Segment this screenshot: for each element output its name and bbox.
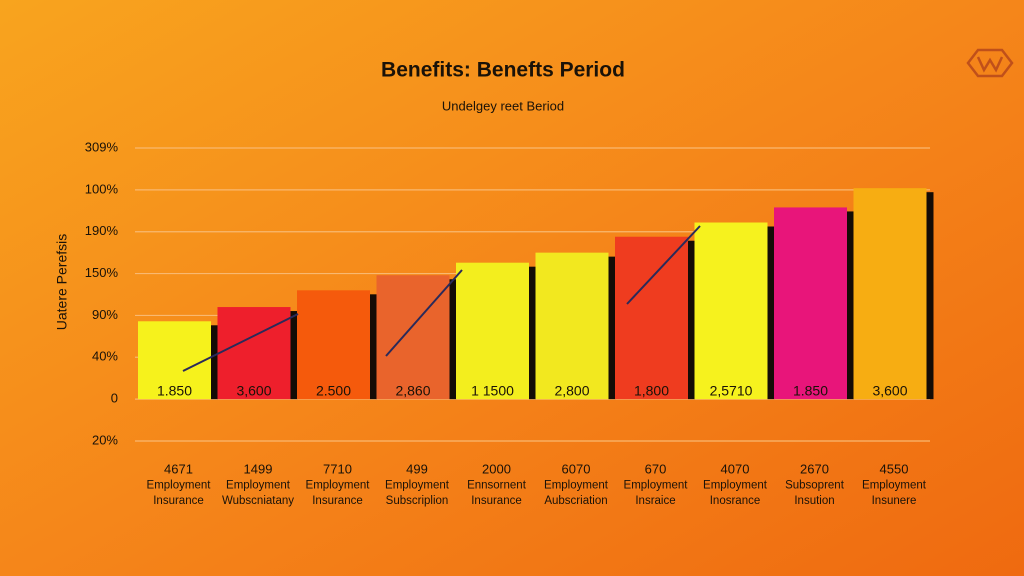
bar — [217, 307, 291, 400]
bar-shadow — [688, 240, 695, 400]
chart-title: Benefits: Benefts Period — [381, 59, 625, 82]
x-tick-label: Employment — [385, 480, 450, 492]
bar — [535, 252, 609, 400]
trend-segment — [385, 269, 463, 357]
bar — [694, 222, 768, 400]
logo — [966, 48, 1014, 78]
x-tick-label: Employment — [226, 480, 291, 492]
bar — [297, 290, 370, 400]
bar-shadow — [370, 294, 377, 400]
trend-segment — [626, 225, 701, 305]
y-axis-label: Uatere Perefsis — [54, 234, 70, 330]
bar-shadow — [290, 311, 298, 400]
x-tick-label: Insraice — [635, 495, 675, 507]
bar — [853, 188, 927, 400]
x-tick-label: Subscriplion — [386, 495, 449, 507]
bar-shadow — [529, 266, 536, 400]
y-tick-label: 100% — [85, 181, 119, 196]
x-tick-label: 4070 — [721, 461, 750, 476]
x-tick-label: Subsoprent — [785, 480, 845, 492]
x-tick-label: Aubscriation — [544, 495, 607, 507]
x-tick-label: Insution — [794, 495, 834, 507]
x-tick-label: 6070 — [562, 461, 591, 476]
y-tick-label: 90% — [92, 307, 118, 322]
x-tick-label: Inosrance — [710, 495, 761, 507]
bar — [376, 275, 450, 400]
x-tick-label: Employment — [306, 480, 371, 492]
chart-subtitle: Undelgey reet Beriod — [442, 98, 564, 113]
bar-text: 3,600 — [872, 383, 907, 399]
x-tick-label: 670 — [645, 461, 667, 476]
x-tick-label: Employment — [147, 480, 212, 492]
x-tick-label: Wubscniatany — [222, 495, 294, 507]
x-tick-label: 4550 — [880, 461, 909, 476]
x-tick-label: 499 — [406, 461, 428, 476]
x-tick-label: Employment — [624, 480, 689, 492]
bar-text: 2,5710 — [710, 383, 753, 399]
x-tick-label: Insurance — [312, 495, 363, 507]
bars — [138, 188, 934, 400]
bar-text: 1.850 — [157, 383, 192, 399]
bar-shadow — [608, 256, 616, 400]
x-tick-label: 2000 — [482, 461, 511, 476]
y-tick-label: 20% — [92, 432, 118, 447]
x-tick-label: Employment — [544, 480, 609, 492]
bar — [774, 207, 847, 400]
bar-text: 2,800 — [554, 383, 589, 399]
x-tick-label: 7710 — [323, 461, 352, 476]
x-tick-label: Insurance — [471, 495, 522, 507]
y-tick-label: 0 — [111, 391, 118, 406]
bar-shadow — [767, 226, 775, 400]
bar-text: 1 1500 — [471, 383, 514, 399]
y-tick-label: 150% — [85, 265, 119, 280]
bar — [138, 321, 211, 400]
bar-text: 1.850 — [793, 383, 828, 399]
bar-text: 2,860 — [395, 383, 430, 399]
bar-shadow — [211, 325, 218, 400]
x-tick-label: Insurance — [153, 495, 204, 507]
y-tick-label: 190% — [85, 223, 119, 238]
x-tick-label: Employment — [703, 480, 768, 492]
bar-shadow — [449, 279, 457, 400]
x-tick-label: 4671 — [164, 461, 193, 476]
y-tick-label: 40% — [92, 349, 118, 364]
bar-shadow — [847, 211, 854, 400]
x-tick-label: Insunere — [872, 495, 917, 507]
trend-segment — [182, 313, 299, 372]
overlay: 1.850 4671 Employment Insurance 3,600 1499 Emp… — [147, 225, 927, 507]
x-tick-label: Employment — [862, 480, 927, 492]
y-tick-label: 309% — [85, 139, 119, 154]
bar — [456, 262, 529, 400]
bar-text: 1,800 — [634, 383, 669, 399]
x-tick-label: Ennsornent — [467, 480, 527, 492]
x-tick-label: 2670 — [800, 461, 829, 476]
bar — [615, 236, 688, 400]
x-tick-label: 1499 — [244, 461, 273, 476]
bar-text: 2.500 — [316, 383, 351, 399]
bar-text: 3,600 — [236, 383, 271, 399]
bar-shadow — [926, 192, 934, 400]
